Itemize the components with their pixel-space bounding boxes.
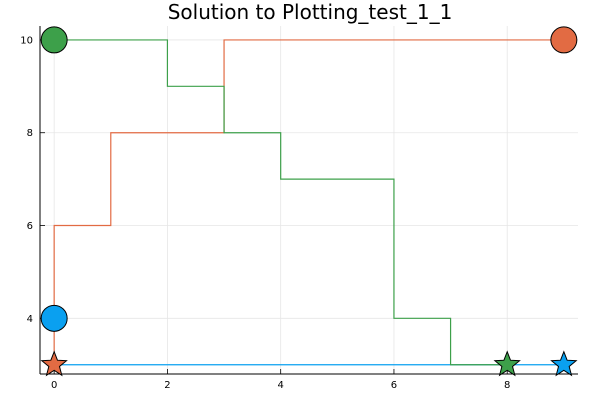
series-3-end-marker [493, 350, 521, 377]
series-line-2 [53, 39, 564, 365]
x-tick-label: 0 [51, 380, 57, 391]
y-tick-label: 4 [27, 314, 33, 325]
series-2-end-marker [550, 26, 578, 54]
chart-title: Solution to Plotting_test_1_1 [168, 0, 453, 24]
y-tick-label: 6 [27, 221, 33, 232]
x-tick-label: 2 [164, 380, 170, 391]
x-tick-label: 8 [504, 380, 510, 391]
x-tick-label: 4 [277, 380, 283, 391]
series-1-start-marker [40, 304, 68, 332]
series-1-end-marker [550, 350, 578, 377]
y-tick-label: 10 [20, 35, 33, 46]
markers [40, 26, 578, 377]
y-tick-label: 8 [27, 128, 33, 139]
x-tick-label: 6 [391, 380, 397, 391]
series-line-3 [54, 39, 508, 366]
series-lines [53, 39, 564, 366]
series-3-start-marker [40, 26, 68, 54]
tick-labels: 0 2 4 6 8 4 6 8 10 [20, 35, 510, 391]
series-2-start-marker [40, 350, 68, 377]
